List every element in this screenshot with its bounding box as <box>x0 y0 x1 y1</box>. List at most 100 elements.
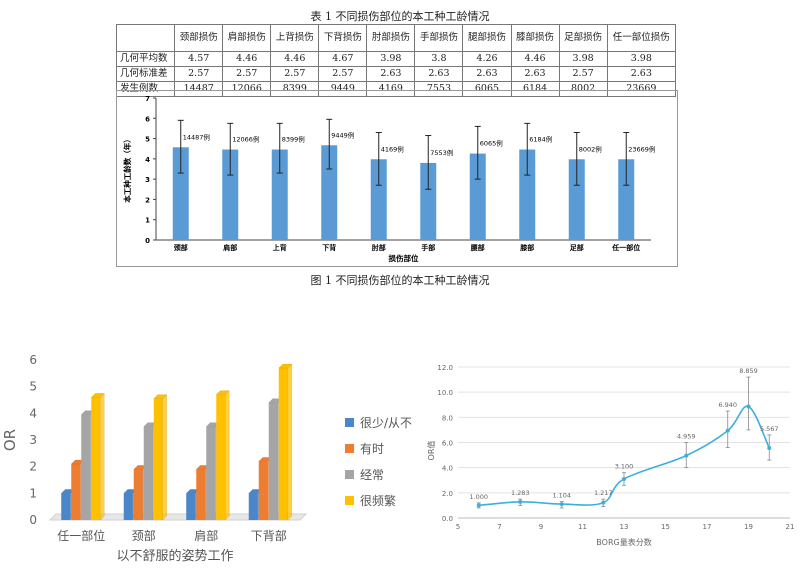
bar <box>618 159 635 240</box>
y-tick-label: 2.0 <box>442 490 453 498</box>
y-tick-label: 4 <box>145 156 150 164</box>
table-header-cell: 上背损伤 <box>270 24 320 52</box>
table-row: 几何平均数 4.57 4.46 4.46 4.67 3.98 3.8 4.26 4.46 3.98… <box>115 51 677 67</box>
y-tick-label: 2 <box>145 196 150 204</box>
data-label: 7553例 <box>430 148 453 157</box>
legend-label: 很少/从不 <box>360 415 413 430</box>
figure1-caption: 图 1 不同损伤部位的本工种工龄情况 <box>310 274 490 287</box>
x-tick-label: 11 <box>578 523 587 531</box>
y-axis-title: OR值 <box>426 441 436 461</box>
bar <box>186 493 196 520</box>
y-tick-label: 0.0 <box>442 515 453 523</box>
table-caption: 表 1 不同损伤部位的本工种工龄情况 <box>310 10 490 23</box>
bar <box>206 426 216 520</box>
bar <box>91 397 101 520</box>
data-label: 3.100 <box>615 463 634 471</box>
bar <box>153 398 163 520</box>
bar <box>268 402 278 520</box>
data-label: 4.959 <box>677 433 696 441</box>
x-tick-label: 肩部 <box>194 528 218 543</box>
table-header-cell: 腿部损伤 <box>462 24 512 52</box>
legend-label: 有时 <box>360 441 385 456</box>
y-tick-label: 2 <box>29 460 37 474</box>
legend-item: 很频繁 <box>345 490 412 510</box>
y-tick-label: 4 <box>29 406 37 420</box>
data-label: 23669例 <box>628 144 655 153</box>
y-tick-label: 6 <box>29 353 37 367</box>
y-tick-label: 5 <box>145 136 150 144</box>
legend-item: 有时 <box>345 438 412 458</box>
x-tick-label: 21 <box>786 523 795 531</box>
figure1-frame <box>116 90 678 267</box>
table-cell: 4.46 <box>270 51 320 67</box>
x-tick-label: 5 <box>456 523 460 531</box>
y-tick-label: 10.0 <box>437 389 453 397</box>
table-cell: 7553 <box>414 81 464 97</box>
table-header-cell: 手部损伤 <box>414 24 464 52</box>
data-label: 5.567 <box>760 425 779 433</box>
bar <box>321 145 338 240</box>
x-tick-label: 17 <box>703 523 712 531</box>
legend-label: 很频繁 <box>360 493 397 508</box>
table-header-cell: 颈部损伤 <box>174 24 224 52</box>
x-axis-title: BORG量表分数 <box>596 537 651 547</box>
bar <box>123 493 133 520</box>
data-label: 14487例 <box>183 132 210 141</box>
data-point <box>518 499 523 504</box>
y-tick-label: 3 <box>145 176 150 184</box>
table-header-cell: 任一部位损伤 <box>606 24 677 52</box>
legend-swatch <box>345 443 354 453</box>
table-header-cell: 膝部损伤 <box>510 24 560 52</box>
table-cell: 3.8 <box>414 51 464 67</box>
x-tick-label: 膝部 <box>520 243 534 252</box>
bar <box>568 159 585 240</box>
data-point <box>476 503 481 508</box>
table-cell: 2.57 <box>222 66 272 82</box>
data-label: 6065例 <box>480 139 503 148</box>
bar <box>143 426 153 520</box>
table-cell: 3.98 <box>558 51 608 67</box>
data-label: 1.104 <box>552 492 571 500</box>
bar-top <box>90 393 105 398</box>
legend-item: 经常 <box>345 464 412 484</box>
bar <box>258 461 268 520</box>
table-header-row: 颈部损伤 肩部损伤 上背损伤 下背损伤 肘部损伤 手部损伤 腿部损伤 膝部损伤 足部损伤 任一部位… <box>115 24 677 52</box>
bar-side <box>287 363 292 521</box>
bar <box>133 469 143 520</box>
x-tick-label: 下背 <box>322 243 336 252</box>
bar-side <box>100 392 105 521</box>
bar <box>519 149 536 240</box>
table-cell: 2.63 <box>606 66 677 82</box>
bar <box>469 153 486 240</box>
bar-top <box>278 363 293 369</box>
bar <box>222 149 239 240</box>
bar <box>81 414 91 520</box>
data-label: 6184例 <box>529 135 552 144</box>
table-header-cell: 足部损伤 <box>558 24 608 52</box>
table-cell: 6065 <box>462 81 512 97</box>
data-label: 9449例 <box>331 130 354 139</box>
bar-top <box>153 394 168 399</box>
table-cell: 2.63 <box>462 66 512 82</box>
x-tick-label: 7 <box>497 523 501 531</box>
bar <box>172 147 189 240</box>
table-cell: 2.57 <box>318 66 368 82</box>
bar-side <box>162 394 167 521</box>
y-tick-label: 8.0 <box>442 414 453 422</box>
bar <box>248 493 258 520</box>
legend-item: 很少/从不 <box>345 412 412 432</box>
table-cell: 2.63 <box>414 66 464 82</box>
bar-top <box>215 390 230 395</box>
data-label: 1.217 <box>594 489 613 497</box>
table-cell: 2.63 <box>366 66 416 82</box>
data-point <box>684 453 689 458</box>
table-row-label: 发生例数 <box>115 81 176 97</box>
x-tick-label: 颈部 <box>174 243 188 252</box>
y-tick-label: 6.0 <box>442 440 453 448</box>
y-tick-label: 0 <box>145 237 150 245</box>
y-tick-label: 12.0 <box>437 364 453 372</box>
table-header-cell: 肘部损伤 <box>366 24 416 52</box>
table-cell: 4.46 <box>222 51 272 67</box>
table-row-label: 几何标准差 <box>115 66 176 82</box>
